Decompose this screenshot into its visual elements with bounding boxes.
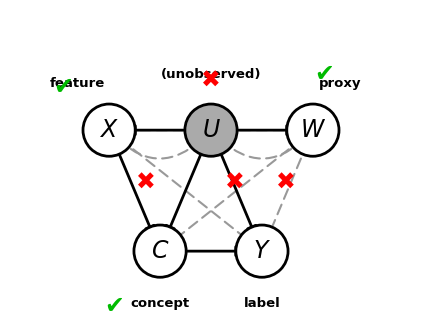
FancyArrowPatch shape <box>221 140 301 158</box>
Circle shape <box>287 104 339 156</box>
Text: proxy: proxy <box>319 77 361 90</box>
FancyArrowPatch shape <box>120 139 249 241</box>
FancyArrowPatch shape <box>121 140 201 158</box>
Text: $\mathit{X}$: $\mathit{X}$ <box>99 118 119 142</box>
Text: feature: feature <box>50 77 105 90</box>
Circle shape <box>185 104 237 156</box>
Text: (unobserved): (unobserved) <box>161 68 261 81</box>
FancyArrowPatch shape <box>115 143 154 235</box>
Text: ✔: ✔ <box>104 294 124 318</box>
Text: $\mathit{W}$: $\mathit{W}$ <box>300 118 326 142</box>
FancyArrowPatch shape <box>174 247 245 256</box>
Text: label: label <box>243 297 280 310</box>
Text: $\mathit{C}$: $\mathit{C}$ <box>151 239 169 263</box>
Circle shape <box>83 104 135 156</box>
FancyArrowPatch shape <box>166 143 206 235</box>
Text: ✖: ✖ <box>276 171 296 195</box>
Circle shape <box>134 225 186 277</box>
Text: concept: concept <box>130 297 189 310</box>
FancyArrowPatch shape <box>268 143 307 236</box>
Text: $\mathit{U}$: $\mathit{U}$ <box>202 118 220 142</box>
FancyArrowPatch shape <box>216 143 256 235</box>
FancyArrowPatch shape <box>126 126 197 134</box>
Text: $\mathit{Y}$: $\mathit{Y}$ <box>253 239 271 263</box>
Text: ✖: ✖ <box>225 171 245 195</box>
Text: ✖: ✖ <box>136 171 156 195</box>
FancyArrowPatch shape <box>173 139 302 241</box>
FancyArrowPatch shape <box>225 126 296 134</box>
Text: ✔: ✔ <box>314 63 334 87</box>
Circle shape <box>236 225 288 277</box>
FancyArrowPatch shape <box>123 126 296 134</box>
Text: ✖: ✖ <box>201 69 221 93</box>
Text: ✔: ✔ <box>53 75 73 99</box>
